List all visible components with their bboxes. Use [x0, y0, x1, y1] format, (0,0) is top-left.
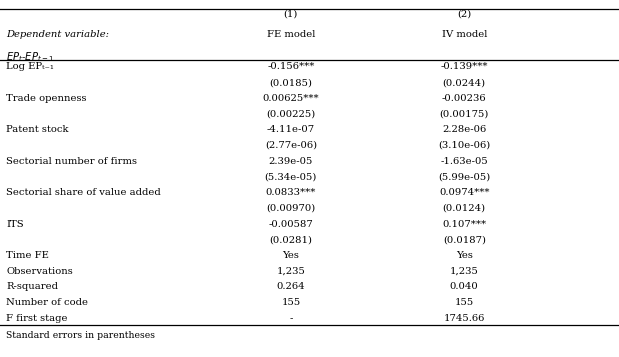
Text: ITS: ITS	[6, 220, 24, 228]
Text: Number of code: Number of code	[6, 298, 88, 307]
Text: 155: 155	[281, 298, 301, 307]
Text: Dependent variable:: Dependent variable:	[6, 30, 109, 39]
Text: 2.28e-06: 2.28e-06	[442, 125, 487, 134]
Text: (1): (1)	[284, 9, 298, 18]
Text: (0.00970): (0.00970)	[266, 204, 316, 213]
Text: -1.63e-05: -1.63e-05	[440, 157, 488, 166]
Text: (0.0187): (0.0187)	[443, 235, 486, 244]
Text: Standard errors in parentheses: Standard errors in parentheses	[6, 331, 155, 340]
Text: -0.139***: -0.139***	[441, 62, 488, 71]
Text: Sectorial number of firms: Sectorial number of firms	[6, 157, 137, 166]
Text: Patent stock: Patent stock	[6, 125, 69, 134]
Text: -: -	[289, 314, 293, 323]
Text: R-squared: R-squared	[6, 282, 58, 291]
Text: Yes: Yes	[282, 251, 300, 260]
Text: 0.040: 0.040	[450, 282, 478, 291]
Text: (2.77e-06): (2.77e-06)	[265, 141, 317, 150]
Text: $EP_t$-$EP_{t-1}$: $EP_t$-$EP_{t-1}$	[6, 51, 54, 65]
Text: 0.0833***: 0.0833***	[266, 188, 316, 197]
Text: (3.10e-06): (3.10e-06)	[438, 141, 490, 150]
Text: Observations: Observations	[6, 267, 73, 276]
Text: Log EPₜ₋₁: Log EPₜ₋₁	[6, 62, 54, 71]
Text: 0.107***: 0.107***	[442, 220, 487, 228]
Text: Time FE: Time FE	[6, 251, 49, 260]
Text: (0.0244): (0.0244)	[443, 78, 486, 87]
Text: 0.264: 0.264	[277, 282, 305, 291]
Text: (0.0124): (0.0124)	[443, 204, 486, 213]
Text: 1,235: 1,235	[277, 267, 305, 276]
Text: (2): (2)	[457, 9, 472, 18]
Text: -4.11e-07: -4.11e-07	[267, 125, 315, 134]
Text: (5.34e-05): (5.34e-05)	[265, 172, 317, 181]
Text: 1745.66: 1745.66	[444, 314, 485, 323]
Text: 155: 155	[454, 298, 474, 307]
Text: 2.39e-05: 2.39e-05	[269, 157, 313, 166]
Text: FE model: FE model	[267, 30, 315, 39]
Text: (0.00225): (0.00225)	[266, 110, 316, 119]
Text: Yes: Yes	[456, 251, 473, 260]
Text: (5.99e-05): (5.99e-05)	[438, 172, 490, 181]
Text: (0.0281): (0.0281)	[269, 235, 313, 244]
Text: (0.0185): (0.0185)	[269, 78, 313, 87]
Text: -0.00587: -0.00587	[269, 220, 313, 228]
Text: 1,235: 1,235	[450, 267, 478, 276]
Text: Sectorial share of value added: Sectorial share of value added	[6, 188, 161, 197]
Text: -0.00236: -0.00236	[442, 94, 487, 103]
Text: (0.00175): (0.00175)	[439, 110, 489, 119]
Text: F first stage: F first stage	[6, 314, 67, 323]
Text: IV model: IV model	[441, 30, 487, 39]
Text: Trade openness: Trade openness	[6, 94, 87, 103]
Text: 0.00625***: 0.00625***	[262, 94, 319, 103]
Text: 0.0974***: 0.0974***	[439, 188, 490, 197]
Text: -0.156***: -0.156***	[267, 62, 314, 71]
